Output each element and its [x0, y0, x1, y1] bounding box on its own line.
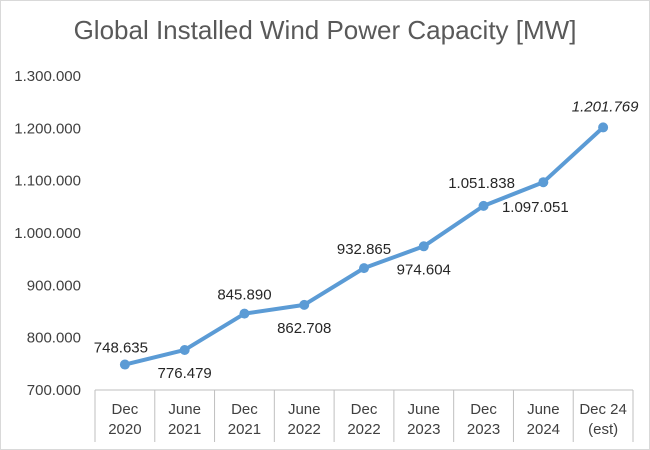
data-label: 862.708	[277, 320, 331, 337]
x-tick-label: June 2023	[407, 401, 440, 438]
y-tick-label: 1.200.000	[14, 120, 81, 137]
data-point	[119, 359, 130, 370]
data-point	[478, 200, 489, 211]
y-tick-label: 1.100.000	[14, 173, 81, 190]
data-label: 974.604	[397, 261, 451, 278]
x-tick-label: Dec 2022	[347, 401, 380, 438]
x-tick-label: Dec 24 (est)	[579, 401, 627, 438]
x-tick-label: Dec 2020	[108, 401, 141, 438]
data-point	[299, 299, 310, 310]
data-label: 748.635	[94, 340, 148, 357]
data-label: 1.051.838	[448, 175, 515, 192]
y-tick-label: 800.000	[27, 330, 81, 347]
x-tick-label: Dec 2021	[228, 401, 261, 438]
data-point	[239, 308, 250, 319]
x-tick-label: June 2021	[168, 401, 201, 438]
data-point	[538, 177, 549, 188]
data-point	[359, 263, 369, 274]
y-tick-label: 700.000	[27, 382, 81, 399]
data-label: 845.890	[217, 287, 271, 304]
data-point	[418, 241, 429, 252]
data-label: 1.201.769	[572, 98, 639, 115]
y-tick-label: 900.000	[27, 277, 81, 294]
data-label: 1.097.051	[502, 199, 569, 216]
data-point	[598, 122, 609, 133]
y-tick-label: 1.300.000	[14, 68, 81, 85]
data-label: 776.479	[158, 365, 212, 382]
x-tick-label: June 2022	[288, 401, 321, 438]
chart-title: Global Installed Wind Power Capacity [MW…	[73, 15, 577, 45]
data-label: 932.865	[337, 241, 391, 258]
y-tick-label: 1.000.000	[14, 225, 81, 242]
data-point	[179, 344, 190, 355]
x-tick-label: Dec 2023	[467, 401, 500, 438]
x-tick-label: June 2024	[527, 401, 560, 438]
